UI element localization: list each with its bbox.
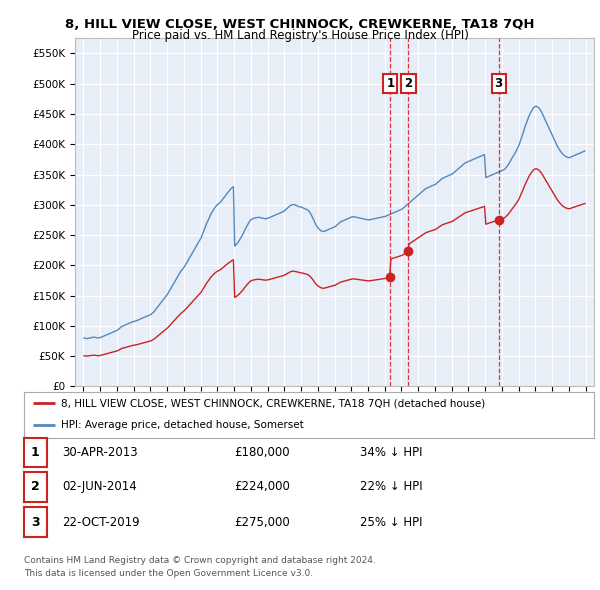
Text: 1: 1	[386, 77, 394, 90]
Text: 25% ↓ HPI: 25% ↓ HPI	[360, 516, 422, 529]
Text: £275,000: £275,000	[234, 516, 290, 529]
Text: £224,000: £224,000	[234, 480, 290, 493]
Text: 22% ↓ HPI: 22% ↓ HPI	[360, 480, 422, 493]
Text: Contains HM Land Registry data © Crown copyright and database right 2024.: Contains HM Land Registry data © Crown c…	[24, 556, 376, 565]
Text: 2: 2	[404, 77, 413, 90]
Text: £180,000: £180,000	[234, 446, 290, 459]
Text: 34% ↓ HPI: 34% ↓ HPI	[360, 446, 422, 459]
Text: 3: 3	[31, 516, 40, 529]
Text: 2: 2	[31, 480, 40, 493]
Text: 8, HILL VIEW CLOSE, WEST CHINNOCK, CREWKERNE, TA18 7QH: 8, HILL VIEW CLOSE, WEST CHINNOCK, CREWK…	[65, 18, 535, 31]
Text: This data is licensed under the Open Government Licence v3.0.: This data is licensed under the Open Gov…	[24, 569, 313, 578]
Text: Price paid vs. HM Land Registry's House Price Index (HPI): Price paid vs. HM Land Registry's House …	[131, 30, 469, 42]
Text: HPI: Average price, detached house, Somerset: HPI: Average price, detached house, Some…	[61, 420, 304, 430]
Text: 30-APR-2013: 30-APR-2013	[62, 446, 137, 459]
Text: 8, HILL VIEW CLOSE, WEST CHINNOCK, CREWKERNE, TA18 7QH (detached house): 8, HILL VIEW CLOSE, WEST CHINNOCK, CREWK…	[61, 398, 485, 408]
Text: 02-JUN-2014: 02-JUN-2014	[62, 480, 137, 493]
Text: 3: 3	[494, 77, 503, 90]
Text: 1: 1	[31, 446, 40, 459]
Text: 22-OCT-2019: 22-OCT-2019	[62, 516, 139, 529]
